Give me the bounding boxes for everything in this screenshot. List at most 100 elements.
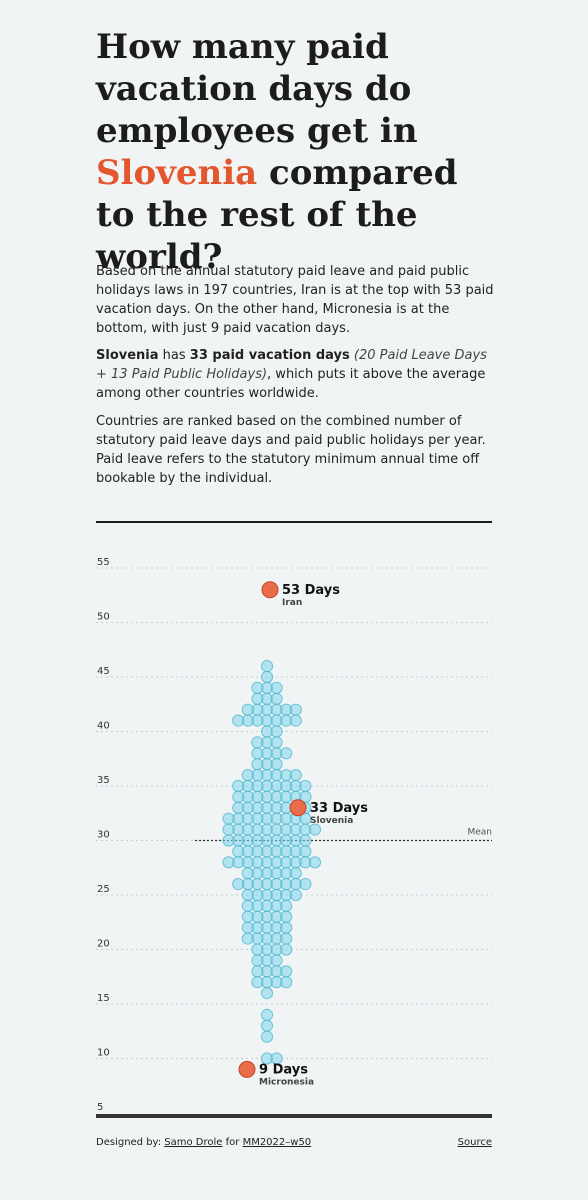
- country-dot: [260, 1030, 274, 1043]
- country-dot: [280, 932, 293, 945]
- country-dot: [232, 878, 245, 891]
- country-dot: [241, 888, 254, 902]
- title-highlight-country: Slovenia: [96, 153, 258, 193]
- country-dot: [260, 987, 274, 1000]
- y-tick-label-25: 25: [97, 884, 110, 895]
- country-dot: [241, 899, 254, 912]
- country-dot: [270, 1052, 283, 1065]
- highlight-dot-slovenia: [289, 799, 307, 817]
- y-tick-label-20: 20: [97, 939, 110, 950]
- country-dot: [299, 779, 312, 793]
- country-dot: [222, 823, 235, 836]
- country-dot: [232, 845, 245, 858]
- country-dot: [289, 714, 302, 727]
- country-dot: [299, 834, 312, 847]
- country-dot: [260, 670, 274, 684]
- country-dot: [251, 954, 264, 967]
- y-tick-label-10: 10: [97, 1048, 110, 1059]
- country-dot: [232, 714, 245, 727]
- y-tick-label-15: 15: [97, 993, 110, 1004]
- highlight-value-micronesia: 9 Days: [259, 1062, 308, 1077]
- country-dot: [289, 867, 302, 880]
- country-dot: [241, 921, 254, 934]
- source-link[interactable]: Source: [457, 1137, 492, 1148]
- intro-paragraph-3: Countries are ranked based on the combin…: [96, 414, 486, 486]
- country-dot: [251, 976, 264, 989]
- country-dot: [260, 660, 274, 673]
- country-dot: [251, 758, 264, 771]
- country-dot: [260, 1019, 274, 1032]
- country-dot: [270, 736, 283, 749]
- text-has: has: [158, 348, 190, 363]
- country-dot: [270, 725, 283, 738]
- chart-top-rule: [96, 521, 492, 523]
- chart-bottom-rule: [96, 1114, 492, 1118]
- country-dot: [289, 888, 302, 902]
- title-text-end: compared to the rest of the world?: [96, 153, 458, 277]
- y-tick-label-35: 35: [97, 775, 110, 786]
- y-tick-label-5: 5: [97, 1102, 103, 1113]
- country-dot: [241, 769, 254, 782]
- designer-link[interactable]: Samo Drole: [164, 1137, 223, 1148]
- country-dot: [270, 758, 283, 771]
- intro-paragraph-1: Based on the annual statutory paid leave…: [96, 264, 494, 336]
- y-tick-label-40: 40: [97, 721, 110, 732]
- highlight-country-micronesia: Micronesia: [259, 1077, 314, 1087]
- country-dot: [260, 1008, 274, 1021]
- country-dot: [289, 769, 302, 782]
- country-dot: [251, 943, 264, 956]
- country-dot: [222, 856, 235, 869]
- country-dot: [270, 692, 283, 705]
- designed-by-label: Designed by:: [96, 1137, 165, 1148]
- country-dot: [280, 965, 293, 978]
- country-dot: [251, 736, 264, 749]
- country-dot: [251, 747, 264, 760]
- text-rest: , which puts it above the average among …: [96, 367, 486, 401]
- highlight-country-iran: Iran: [282, 598, 302, 608]
- country-dot: [299, 845, 312, 858]
- country-name: Slovenia: [96, 348, 159, 363]
- country-dot: [222, 834, 235, 847]
- country-dot: [251, 681, 264, 694]
- project-link[interactable]: MM2022–w50: [242, 1137, 312, 1148]
- country-dot: [280, 747, 293, 760]
- country-dot: [270, 681, 283, 694]
- y-tick-label-50: 50: [97, 612, 110, 623]
- highlight-value-slovenia: 33 Days: [310, 801, 368, 816]
- country-dot: [280, 921, 293, 934]
- mean-label: Mean: [467, 828, 492, 838]
- country-dot: [232, 779, 245, 793]
- country-dot: [299, 878, 312, 891]
- country-dot: [232, 801, 245, 814]
- y-tick-label-45: 45: [97, 666, 110, 677]
- y-tick-label-30: 30: [97, 830, 110, 841]
- for-label: for: [222, 1137, 243, 1148]
- country-dot: [251, 692, 264, 705]
- country-dot: [241, 910, 254, 923]
- days-count: 33 paid vacation days: [189, 348, 350, 363]
- title-text: How many paid vacation days do employees…: [96, 27, 418, 151]
- country-dot: [241, 932, 254, 945]
- country-dot: [280, 943, 293, 956]
- highlight-dot-micronesia: [238, 1060, 256, 1078]
- y-tick-label-55: 55: [97, 557, 110, 568]
- country-dot: [308, 856, 322, 869]
- country-dot: [241, 703, 254, 716]
- page-title: How many paid vacation days do employees…: [96, 26, 506, 278]
- intro-paragraph-2: Slovenia has 33 paid vacation days (20 P…: [96, 346, 496, 403]
- country-dot: [270, 954, 283, 967]
- country-dot: [232, 790, 245, 803]
- country-dot: [251, 965, 264, 978]
- country-dot: [280, 910, 293, 923]
- country-dot: [280, 899, 293, 912]
- days-breakdown: (20 Paid Leave Days + 13 Paid Public Hol…: [96, 348, 487, 382]
- country-dot: [241, 867, 254, 880]
- country-dot: [289, 703, 302, 716]
- footer: Designed by: Samo Drole for MM2022–w50 S…: [96, 1137, 492, 1148]
- highlight-dot-iran: [261, 581, 279, 599]
- country-dot: [222, 812, 235, 825]
- highlight-country-slovenia: Slovenia: [310, 816, 353, 826]
- country-dot: [280, 976, 293, 989]
- highlight-value-iran: 53 Days: [282, 583, 340, 598]
